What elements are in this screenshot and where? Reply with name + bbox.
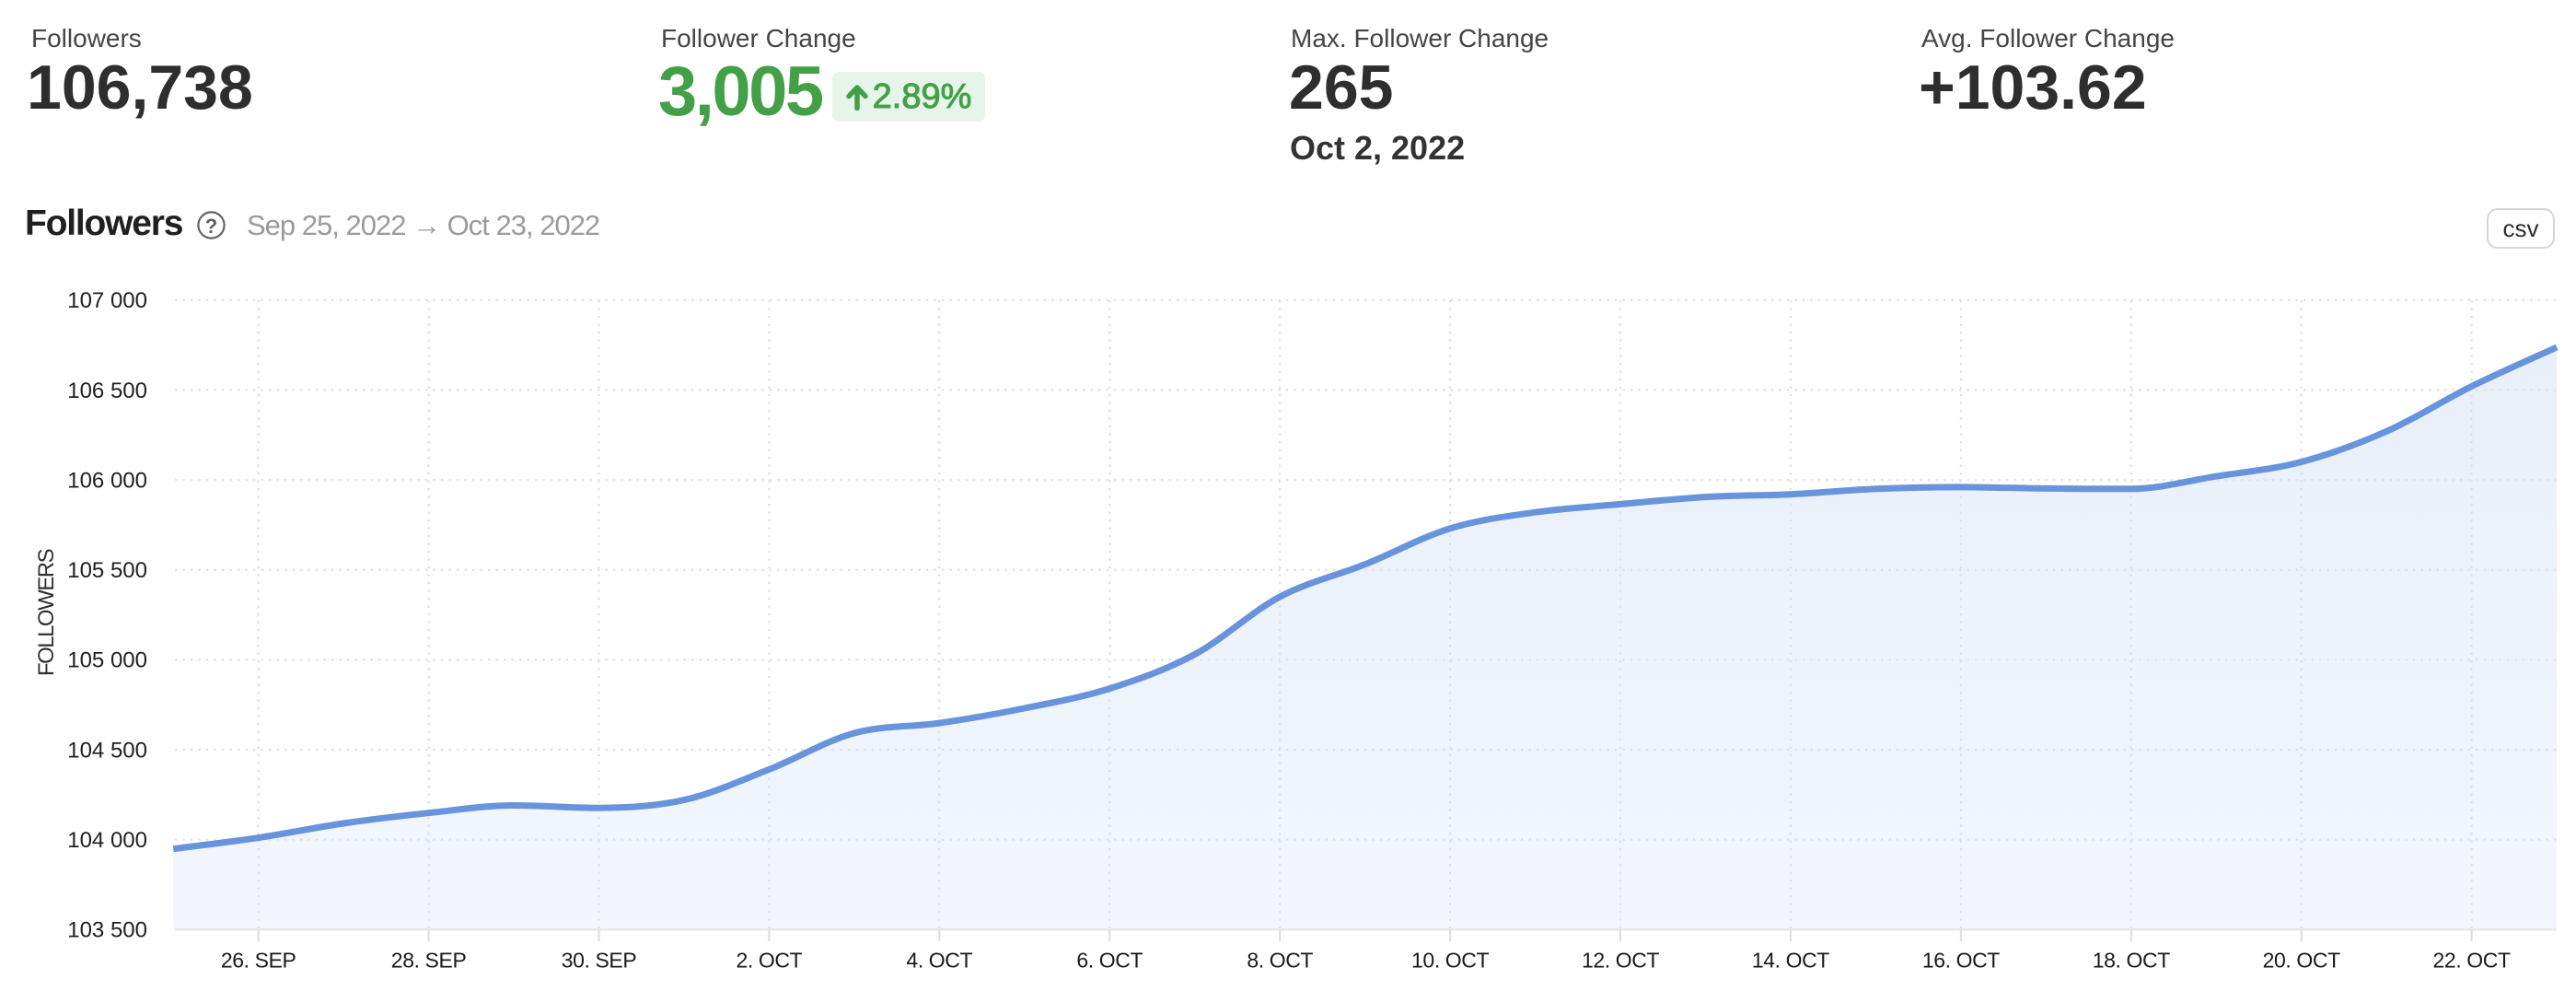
svg-text:30. SEP: 30. SEP — [562, 949, 637, 973]
svg-text:FOLLOWERS: FOLLOWERS — [34, 549, 59, 676]
svg-text:2. OCT: 2. OCT — [737, 949, 803, 973]
svg-text:?: ? — [205, 215, 217, 238]
svg-text:105 000: 105 000 — [67, 648, 147, 673]
svg-text:14. OCT: 14. OCT — [1752, 949, 1829, 973]
svg-text:22. OCT: 22. OCT — [2433, 949, 2511, 973]
svg-text:12. OCT: 12. OCT — [1582, 949, 1659, 973]
svg-text:4. OCT: 4. OCT — [906, 949, 972, 973]
svg-text:107 000: 107 000 — [67, 288, 147, 313]
svg-text:104 000: 104 000 — [67, 828, 147, 853]
svg-text:28. SEP: 28. SEP — [391, 949, 467, 973]
svg-text:103 500: 103 500 — [67, 918, 147, 943]
svg-text:104 500: 104 500 — [67, 738, 147, 763]
svg-text:10. OCT: 10. OCT — [1411, 949, 1489, 973]
svg-text:8. OCT: 8. OCT — [1247, 949, 1313, 973]
svg-text:26. SEP: 26. SEP — [221, 949, 296, 973]
svg-text:16. OCT: 16. OCT — [1922, 949, 2000, 973]
svg-text:18. OCT: 18. OCT — [2093, 949, 2170, 973]
svg-text:105 500: 105 500 — [67, 558, 147, 583]
svg-text:106 000: 106 000 — [67, 469, 147, 494]
svg-text:20. OCT: 20. OCT — [2263, 949, 2340, 973]
svg-text:6. OCT: 6. OCT — [1076, 949, 1143, 973]
svg-text:106 500: 106 500 — [67, 379, 147, 403]
